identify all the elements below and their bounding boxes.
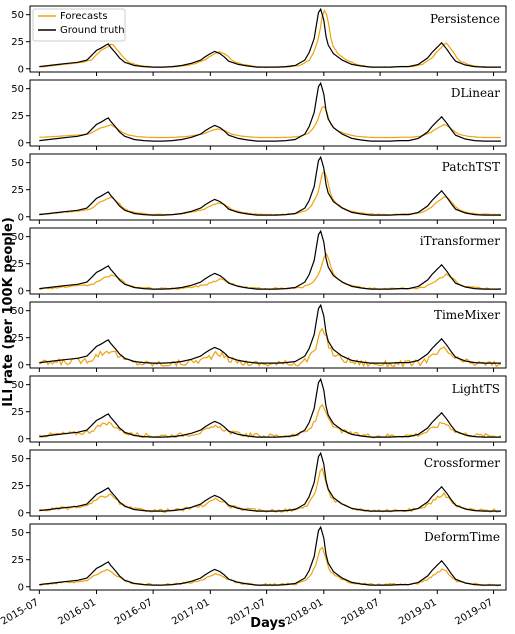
- legend-entry: Forecasts: [60, 11, 108, 22]
- y-tick-label: 50: [11, 306, 24, 317]
- x-tick-label: 2019-07: [453, 597, 495, 627]
- y-tick-label: 25: [11, 185, 24, 196]
- x-tick-label: 2018-01: [284, 597, 326, 627]
- y-tick-label: 0: [18, 286, 24, 297]
- panel-frame: [29, 153, 507, 221]
- y-tick-label: 0: [18, 64, 24, 75]
- y-tick-label: 25: [11, 555, 24, 566]
- panel: 0 25 50 PatchTST: [11, 153, 507, 224]
- y-tick-label: 50: [11, 232, 24, 243]
- x-tick-label: 2019-01: [397, 597, 439, 627]
- x-tick-label: 2016-07: [113, 597, 155, 627]
- ground-truth-line: [39, 229, 501, 290]
- panel: 0 25 50 TimeMixer: [11, 301, 507, 372]
- panel-title: DeformTime: [424, 530, 500, 544]
- y-tick-label: 50: [11, 10, 24, 21]
- panel-title: Crossformer: [424, 456, 500, 470]
- panel-title: TimeMixer: [434, 308, 500, 322]
- y-tick-label: 50: [11, 84, 24, 95]
- x-tick-label: 2015-07: [0, 597, 41, 627]
- y-axis-label: ILI rate (per 100K people): [1, 217, 16, 407]
- y-tick-label: 0: [18, 360, 24, 371]
- y-tick-label: 0: [18, 508, 24, 519]
- y-tick-label: 50: [11, 158, 24, 169]
- y-tick-label: 25: [11, 111, 24, 122]
- x-tick-label: 2018-07: [340, 597, 382, 627]
- y-tick-label: 0: [18, 138, 24, 149]
- x-tick-label: 2016-01: [56, 597, 98, 627]
- y-tick-label: 25: [11, 259, 24, 270]
- forecast-line: [39, 327, 501, 369]
- panel: 0 25 50 Crossformer: [11, 449, 507, 520]
- ground-truth-line: [39, 155, 501, 216]
- panel-title: LightTS: [452, 382, 500, 396]
- ground-truth-line: [39, 7, 501, 68]
- y-tick-label: 0: [18, 434, 24, 445]
- ground-truth-line: [39, 377, 501, 438]
- panel: 0 25 50 LightTS: [11, 375, 507, 446]
- y-tick-label: 25: [11, 37, 24, 48]
- y-tick-label: 25: [11, 333, 24, 344]
- panel: 0 25 50 iTransformer: [11, 227, 507, 298]
- y-tick-label: 25: [11, 481, 24, 492]
- y-tick-label: 50: [11, 380, 24, 391]
- panel-title: DLinear: [451, 86, 500, 100]
- y-tick-label: 0: [18, 212, 24, 223]
- y-tick-label: 50: [11, 454, 24, 465]
- ground-truth-line: [39, 303, 501, 364]
- legend-box: [32, 8, 126, 42]
- panel-frame: [29, 523, 507, 591]
- y-tick-label: 25: [11, 407, 24, 418]
- legend-entry: Ground truth: [60, 25, 125, 36]
- x-axis-label: Days: [250, 616, 286, 631]
- x-tick-label: 2017-01: [170, 597, 212, 627]
- panel: 0 25 50 DeformTime: [11, 523, 507, 594]
- y-tick-label: 50: [11, 528, 24, 539]
- legend: Forecasts Ground truth: [32, 8, 126, 42]
- y-tick-label: 0: [18, 582, 24, 593]
- panels: 0 25 50 Persistence 0 25 50 DLinear 0 25 50 PatchTS…: [0, 5, 507, 627]
- forecast-line: [38, 403, 501, 439]
- ground-truth-line: [39, 451, 501, 512]
- panel: 0 25 50 DLinear: [11, 79, 507, 150]
- panel-frame: [29, 301, 507, 369]
- panel-title: PatchTST: [442, 160, 500, 174]
- forecast-line: [39, 546, 501, 587]
- panel-frame: [29, 79, 507, 147]
- ground-truth-line: [39, 525, 501, 586]
- panel-frame: [29, 227, 507, 295]
- panel-frame: [29, 375, 507, 443]
- panel-title: Persistence: [430, 12, 500, 26]
- panel-title: iTransformer: [420, 234, 501, 248]
- ground-truth-line: [39, 81, 501, 142]
